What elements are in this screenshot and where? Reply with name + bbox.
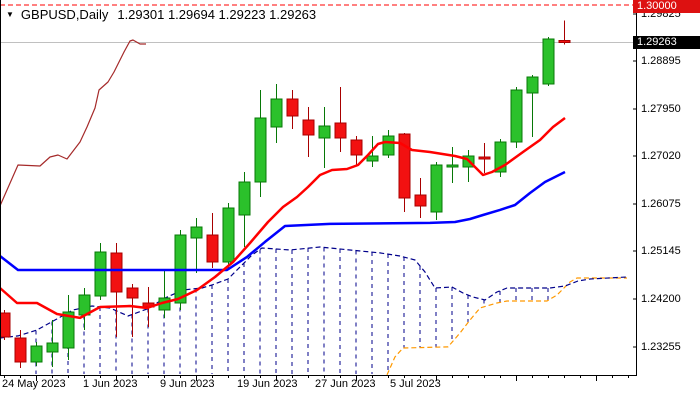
price-axis-label: 1.23255: [641, 341, 681, 353]
symbol-dropdown-icon: ▼: [6, 9, 14, 19]
price-axis-label: 1.24200: [641, 293, 681, 306]
date-label: 9 Jun 2023: [160, 378, 215, 390]
price-axis-label: 1.27950: [641, 102, 681, 115]
date-label: 1 Jun 2023: [83, 378, 138, 390]
ohlc-values: 1.29301 1.29694 1.29223 1.29263: [117, 6, 317, 22]
price-axis-label: 1.25145: [641, 245, 681, 258]
date-label: 27 Jun 2023: [315, 378, 376, 390]
price-axis-label: 1.27020: [641, 150, 681, 163]
ichimoku-main-lines: [0, 39, 566, 320]
date-label: 24 May 2023: [2, 378, 66, 390]
date-label: 19 Jun 2023: [237, 378, 298, 390]
date-label: 5 Jul 2023: [390, 378, 441, 390]
price-axis-label: 1.26075: [641, 198, 681, 210]
chart-title: ▼ GBPUSD,Daily 1.29301 1.29694 1.29223 1…: [6, 6, 316, 22]
axes: [0, 0, 637, 381]
price-level-lines: [0, 4, 636, 43]
price-axis-label: 1.28895: [641, 55, 681, 68]
bid-price-badge: 1.29263: [633, 35, 700, 49]
symbol-period-label: GBPUSD,Daily: [20, 6, 109, 22]
resistance-price-badge: 1.30000: [633, 0, 700, 13]
